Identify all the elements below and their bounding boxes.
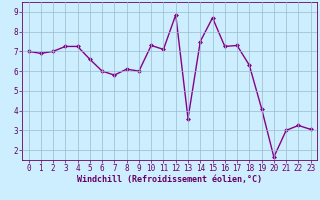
- X-axis label: Windchill (Refroidissement éolien,°C): Windchill (Refroidissement éolien,°C): [77, 175, 262, 184]
